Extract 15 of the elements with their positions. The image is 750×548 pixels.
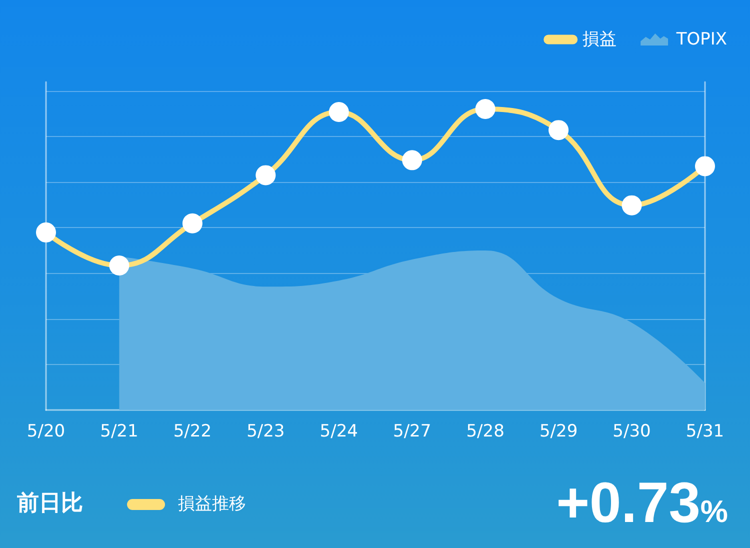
x-tick-label: 5/22 bbox=[173, 422, 212, 442]
x-tick-label: 5/30 bbox=[612, 422, 651, 442]
x-tick-label: 5/24 bbox=[320, 422, 358, 442]
legend-label: TOPIX bbox=[675, 30, 728, 50]
text: +0.73% bbox=[556, 471, 728, 537]
x-tick-label: 5/27 bbox=[393, 422, 432, 442]
text: 損益推移 bbox=[178, 493, 246, 516]
x-tick-label: 5/31 bbox=[686, 422, 724, 442]
x-tick-label: 5/23 bbox=[246, 422, 285, 442]
x-tick-label: 5/20 bbox=[26, 422, 66, 442]
x-tick-label: 5/29 bbox=[539, 422, 578, 442]
x-tick-label: 5/28 bbox=[466, 422, 504, 442]
x-tick-label: 5/21 bbox=[100, 422, 138, 442]
text: 前日比 bbox=[17, 490, 83, 518]
legend-label: 損益 bbox=[582, 30, 617, 50]
